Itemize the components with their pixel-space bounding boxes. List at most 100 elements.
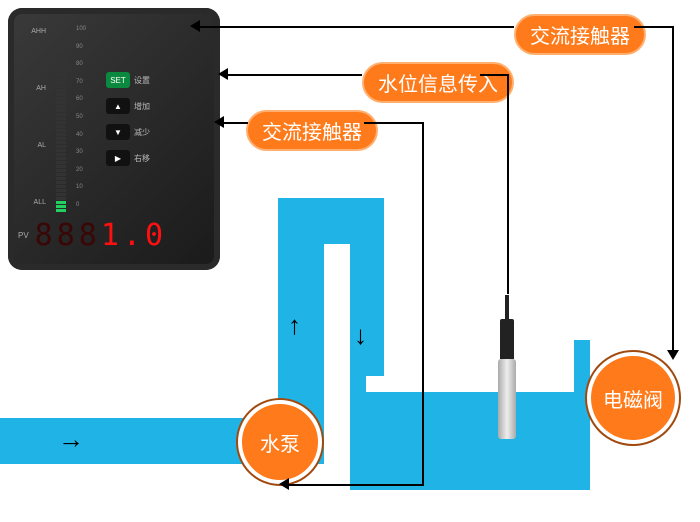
bar-segment — [56, 173, 66, 176]
scale-all: ALL — [34, 199, 46, 206]
scale-tick: 70 — [76, 79, 83, 85]
bar-segment — [56, 193, 66, 196]
flow-arrow-down: ↓ — [354, 320, 367, 351]
bar-segment — [56, 201, 66, 204]
scale-tick: 60 — [76, 96, 83, 102]
down-label: 减少 — [134, 127, 150, 138]
bar-segment — [56, 205, 66, 208]
line-ac1-h2 — [634, 26, 674, 28]
scale-tick: 0 — [76, 202, 79, 208]
scale-tick: 100 — [76, 26, 86, 32]
scale-ahh: AHH — [31, 28, 46, 35]
line-ac2-h3 — [284, 484, 424, 486]
line-ac2-h2 — [364, 122, 424, 124]
bar-segment — [56, 57, 66, 60]
line-ac2-v — [422, 122, 424, 486]
button-column: SET 设置 ▲ 增加 ▼ 减少 ▶ 右移 — [102, 22, 210, 212]
pill-ac-contactor-top: 交流接触器 — [514, 14, 646, 55]
right-label: 右移 — [134, 153, 150, 164]
display-on: 1.0 — [101, 218, 167, 253]
bar-segment — [56, 177, 66, 180]
bar-segment — [56, 133, 66, 136]
bar-segment — [56, 137, 66, 140]
tank-water — [366, 392, 574, 474]
line-ac1-h — [194, 26, 514, 28]
scale-left: AHH AH AL ALL — [18, 22, 46, 212]
bar-segment — [56, 105, 66, 108]
pill-water-signal: 水位信息传入 — [362, 62, 514, 103]
probe-body — [498, 359, 516, 439]
flow-arrow-up: ↑ — [288, 310, 301, 341]
arrow-ac1-into-controller — [190, 20, 200, 32]
bar-segment — [56, 93, 66, 96]
bar-segment — [56, 73, 66, 76]
pipe-inlet — [0, 418, 278, 464]
bar-segment — [56, 141, 66, 144]
line-signal-h2 — [480, 74, 509, 76]
line-signal-h — [222, 74, 362, 76]
bar-segment — [56, 157, 66, 160]
set-button[interactable]: SET — [106, 72, 130, 88]
tank-bottom-wall — [350, 474, 590, 490]
line-ac1-v — [672, 26, 674, 352]
bar-segment — [56, 53, 66, 56]
arrow-ac2-into-pump — [279, 478, 289, 490]
bar-segment — [56, 61, 66, 64]
bar-segment — [56, 81, 66, 84]
bar-segment — [56, 89, 66, 92]
scale-tick: 40 — [76, 132, 83, 138]
bar-segment — [56, 153, 66, 156]
bar-segment — [56, 161, 66, 164]
scale-tick: 50 — [76, 114, 83, 120]
probe-top — [500, 319, 514, 359]
scale-tick: 90 — [76, 44, 83, 50]
bar-segment — [56, 69, 66, 72]
scale-tick: 20 — [76, 167, 83, 173]
bar-segment — [56, 197, 66, 200]
scale-right: 1009080706050403020100 — [76, 22, 96, 212]
up-label: 增加 — [134, 101, 150, 112]
bar-segment — [56, 121, 66, 124]
bar-segment — [56, 65, 66, 68]
scale-al: AL — [37, 142, 46, 149]
bar-segment — [56, 113, 66, 116]
bar-segment — [56, 101, 66, 104]
controller-device: AHH AH AL ALL 1009080706050403020100 SET… — [8, 8, 220, 270]
level-probe — [498, 295, 516, 439]
tank-left-wall — [350, 340, 366, 490]
bar-segment — [56, 97, 66, 100]
bar-segment — [56, 149, 66, 152]
bar-segment — [56, 189, 66, 192]
set-label: 设置 — [134, 75, 150, 86]
scale-tick: 80 — [76, 61, 83, 67]
bar-segment — [56, 209, 66, 212]
down-button[interactable]: ▼ — [106, 124, 130, 140]
pv-label: PV — [18, 231, 29, 240]
bar-segment — [56, 185, 66, 188]
bar-segment — [56, 145, 66, 148]
bar-segment — [56, 77, 66, 80]
line-signal-v — [507, 74, 509, 294]
bar-segment — [56, 181, 66, 184]
tank-right-wall — [574, 340, 590, 490]
bar-segment — [56, 125, 66, 128]
scale-tick: 30 — [76, 149, 83, 155]
bar-segment — [56, 109, 66, 112]
right-button[interactable]: ▶ — [106, 150, 130, 166]
scale-tick: 10 — [76, 184, 83, 190]
bar-segment — [56, 117, 66, 120]
bar-segment — [56, 165, 66, 168]
bar-segment — [56, 169, 66, 172]
display-dim: 888 — [35, 218, 101, 253]
bargraph — [52, 22, 70, 212]
bar-segment — [56, 85, 66, 88]
arrow-ac2-into-controller — [214, 116, 224, 128]
arrow-signal-into-controller — [218, 68, 228, 80]
probe-tip — [505, 295, 509, 319]
bar-segment — [56, 129, 66, 132]
flow-arrow-inlet: → — [58, 424, 84, 455]
pump-circle: 水泵 — [238, 400, 322, 484]
arrow-ac1-into-valve — [667, 350, 679, 360]
up-button[interactable]: ▲ — [106, 98, 130, 114]
valve-circle: 电磁阀 — [587, 352, 679, 444]
